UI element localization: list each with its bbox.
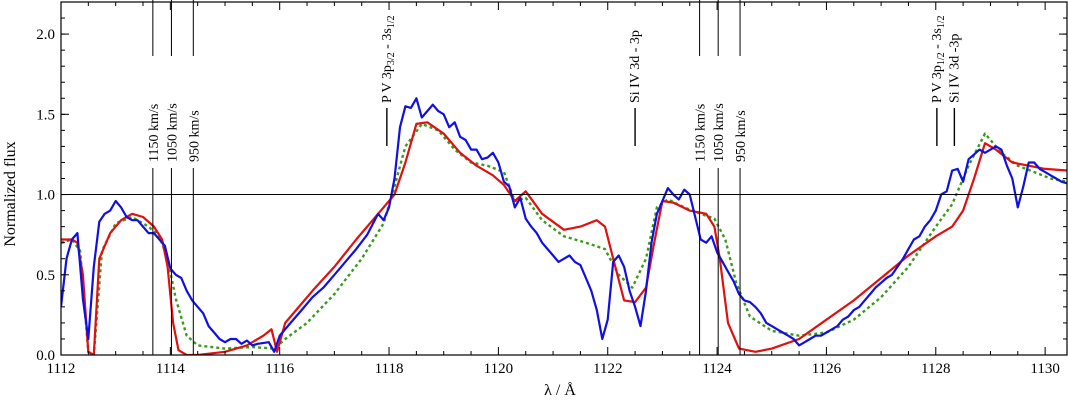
- x-tick-label: 1128: [921, 361, 950, 377]
- y-tick-label: 1.0: [36, 188, 55, 204]
- axes-group: 1112 1114 1116 1118 1120 1122 1124 1126 1128 1130…: [36, 1, 1068, 377]
- series-line-0: [61, 97, 1067, 353]
- x-tick-label: 1126: [812, 361, 842, 377]
- line-id-text: - 3s: [380, 28, 395, 52]
- x-tick-label: 1116: [265, 361, 294, 377]
- velocity-marker-label: 950 km/s: [187, 110, 202, 162]
- velocity-marker-label: 950 km/s: [734, 110, 749, 162]
- line-id-subscript: 1/2: [936, 15, 947, 28]
- marker-group: 1150 km/s 1050 km/s 950 km/s 1150 km/s 1050 …: [147, 0, 962, 355]
- line-id-label: Si IV 3d -3p: [947, 34, 962, 103]
- line-id-text: Si IV 3d - 3p: [628, 30, 643, 103]
- x-tick-label: 1112: [47, 361, 76, 377]
- x-tick-label: 1120: [484, 361, 513, 377]
- velocity-marker-label: 1150 km/s: [694, 104, 709, 162]
- line-id-subscript: 3/2: [386, 52, 397, 65]
- velocity-marker-label: 1050 km/s: [712, 103, 727, 162]
- y-tick-label: 0.0: [36, 348, 55, 364]
- line-id-subscript: 1/2: [386, 15, 397, 28]
- x-tick-label: 1114: [156, 361, 185, 377]
- velocity-marker-label: 1050 km/s: [165, 103, 180, 162]
- x-tick-label: 1118: [375, 361, 404, 377]
- x-tick-label: 1130: [1030, 361, 1059, 377]
- line-id-label: Si IV 3d - 3p: [628, 30, 643, 103]
- line-id-subscript: 1/2: [936, 52, 947, 65]
- series-group: [61, 97, 1067, 355]
- y-tick-label: 0.5: [36, 268, 55, 284]
- x-tick-label: 1122: [593, 361, 622, 377]
- line-id-text: P V 3p: [380, 65, 395, 103]
- line-id-text: P V 3p: [930, 65, 945, 103]
- y-axis-title: Normalized flux: [2, 141, 19, 246]
- line-id-label: P V 3p1/2 - 3s1/2: [930, 15, 947, 103]
- line-id-text: Si IV 3d -3p: [947, 34, 962, 103]
- x-axis-title: λ / Å: [544, 381, 576, 399]
- y-tick-label: 1.5: [36, 107, 55, 123]
- y-tick-label: 2.0: [36, 27, 55, 43]
- line-id-label: P V 3p3/2 - 3s1/2: [380, 15, 397, 103]
- plot-frame: [60, 1, 1068, 356]
- velocity-marker-label: 1150 km/s: [147, 104, 162, 162]
- x-tick-label: 1124: [702, 361, 732, 377]
- series-line-1: [61, 121, 1067, 355]
- line-id-text: - 3s: [930, 28, 945, 52]
